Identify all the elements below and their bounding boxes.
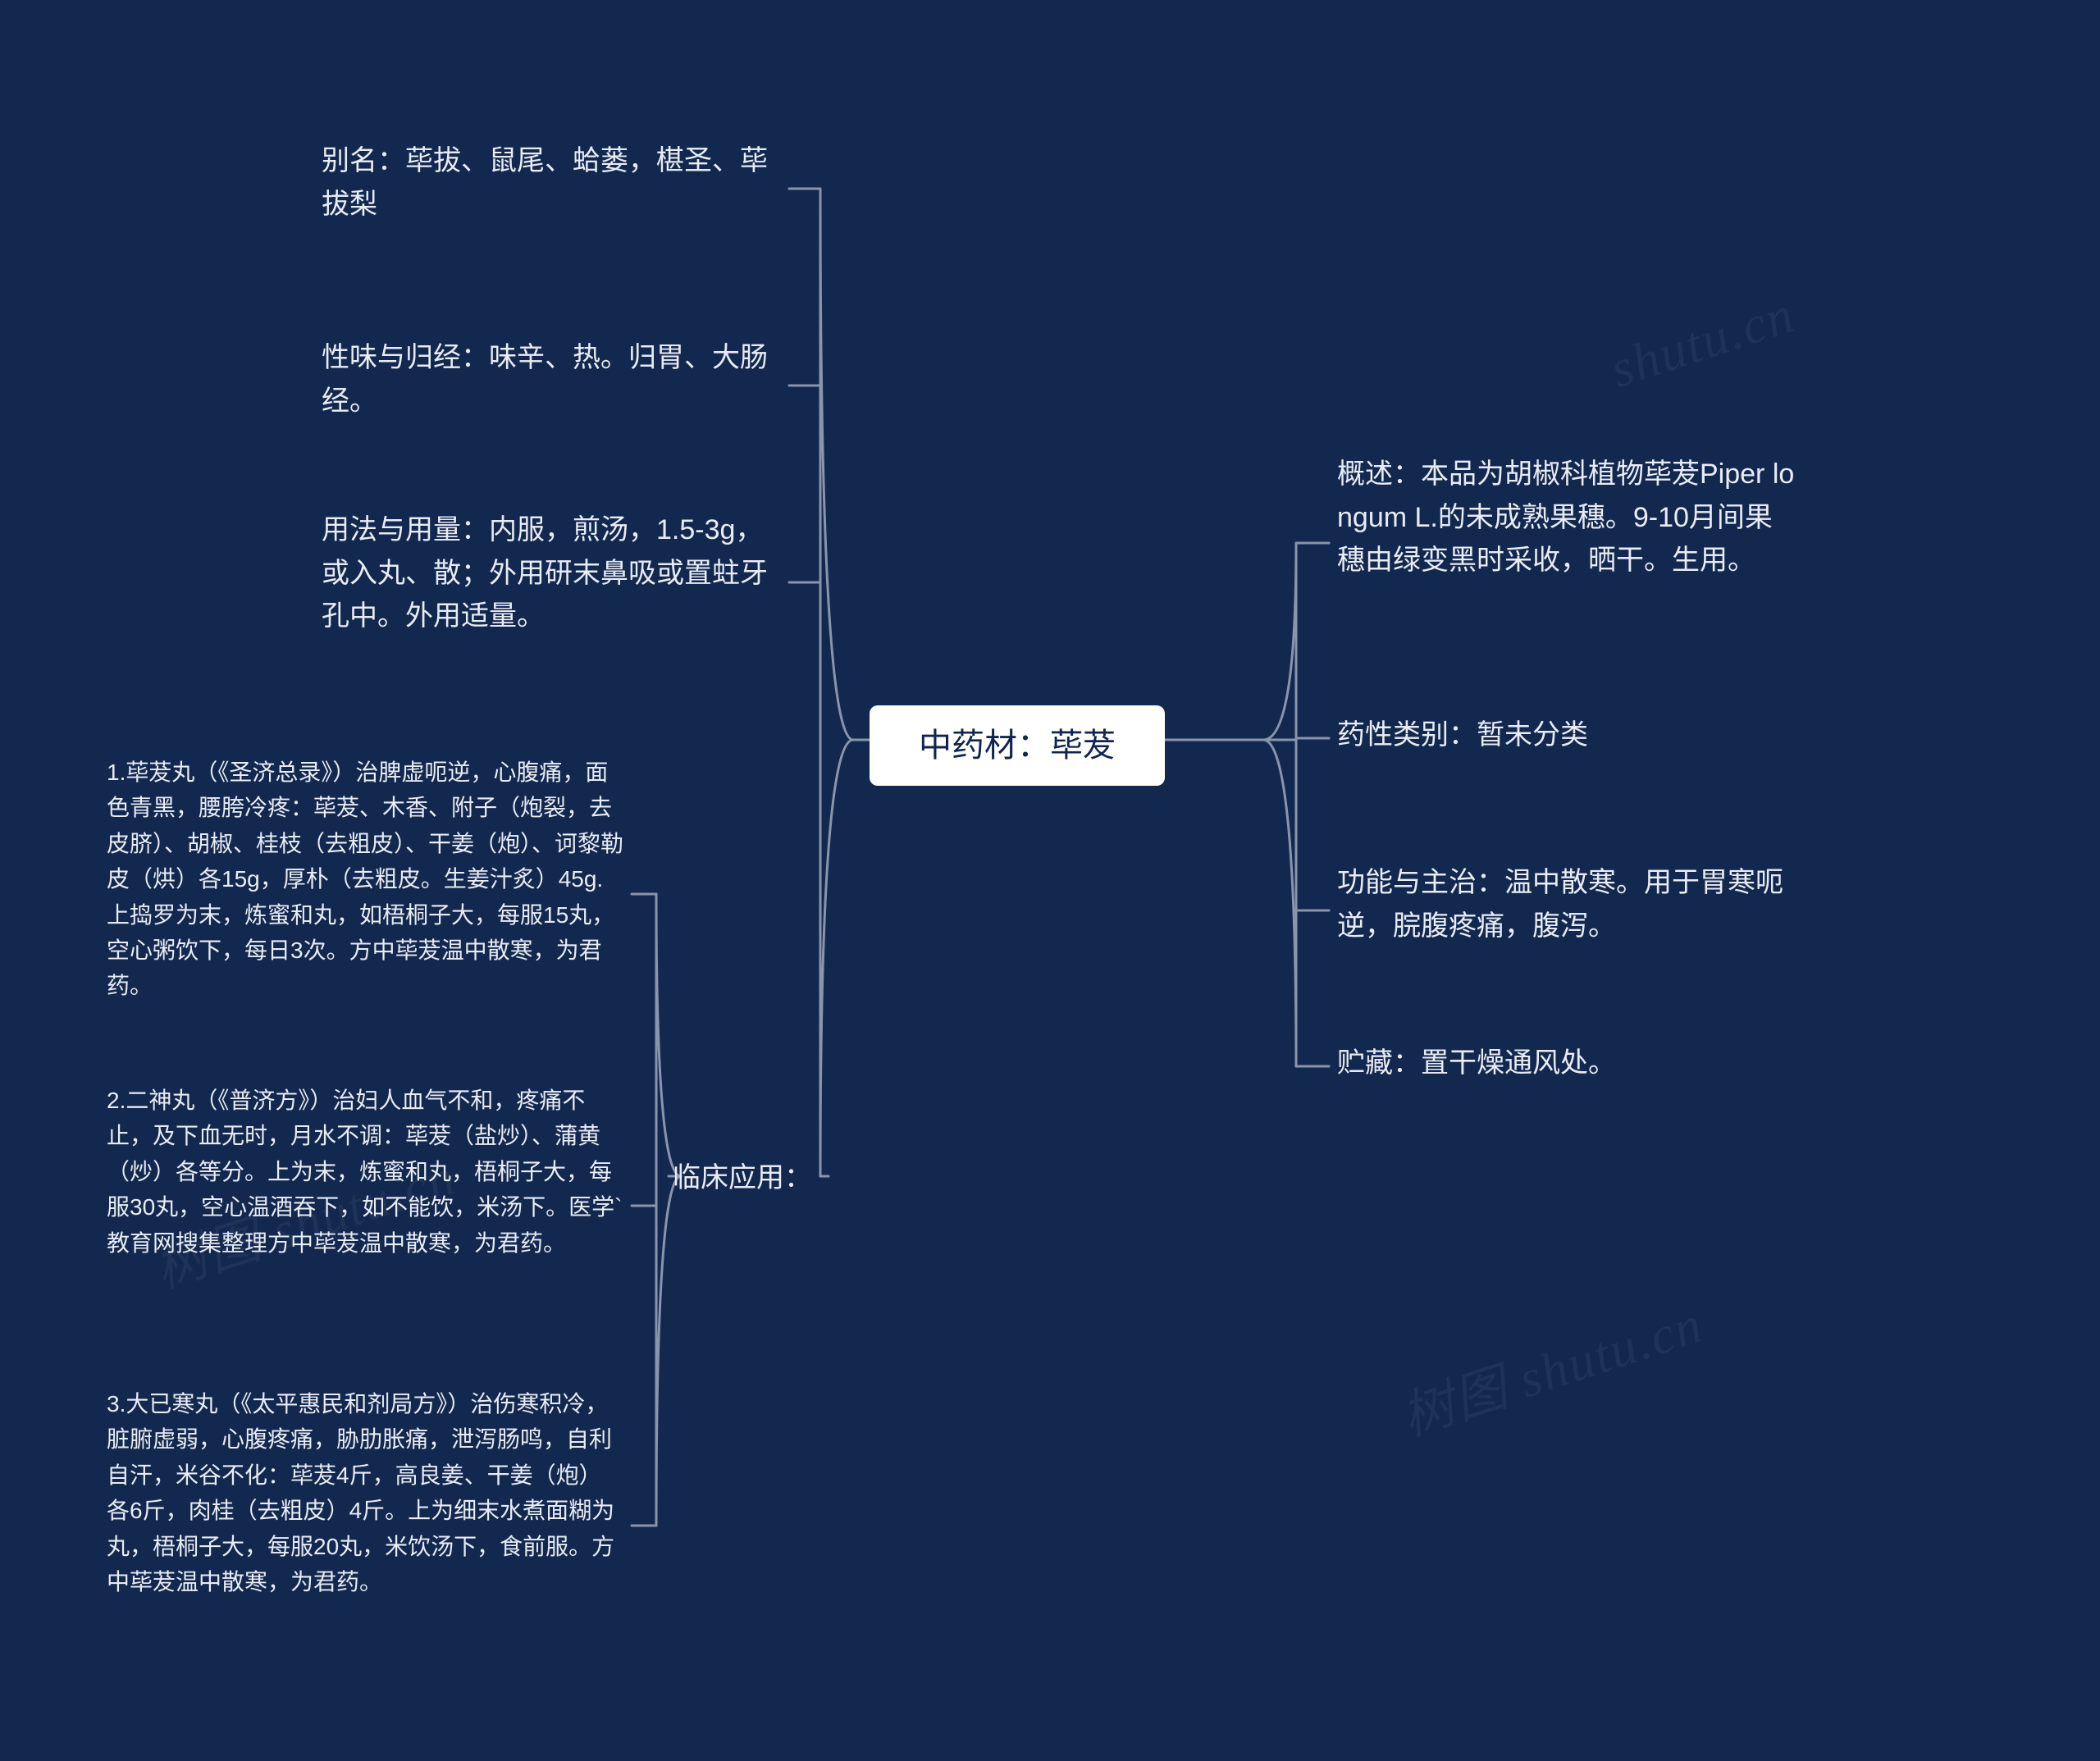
left-branch-node: 用法与用量：内服，煎汤，1.5-3g，或入丸、散；外用研末鼻吸或置蛀牙孔中。外用… xyxy=(322,509,781,656)
right-branch-node: 药性类别：暂未分类 xyxy=(1337,714,1796,763)
node-text: 概述：本品为胡椒科植物荜茇Piper longum L.的未成熟果穗。9-10月… xyxy=(1337,458,1794,576)
node-text: 性味与归经：味辛、热。归胃、大肠经。 xyxy=(322,342,768,417)
clinical-item-node: 3.大已寒丸（《太平惠民和剂局方》）治伤寒积冷，脏腑虚弱，心腹疼痛，胁肋胀痛，泄… xyxy=(107,1386,623,1665)
node-text: 用法与用量：内服，煎汤，1.5-3g，或入丸、散；外用研末鼻吸或置蛀牙孔中。外用… xyxy=(322,514,768,632)
watermark: shutu.cn xyxy=(1603,284,1802,400)
clinical-label: 临床应用： xyxy=(673,1157,837,1200)
right-branch-node: 功能与主治：温中散寒。用于胃寒呃逆，脘腹疼痛，腹泻。 xyxy=(1337,861,1796,960)
mindmap-canvas: 中药材：荜茇 概述：本品为胡椒科植物荜茇Piper longum L.的未成熟果穗… xyxy=(0,0,2100,1761)
node-text: 功能与主治：温中散寒。用于胃寒呃逆，脘腹疼痛，腹泻。 xyxy=(1337,867,1783,942)
watermark: 树图 shutu.cn xyxy=(1390,1282,1711,1450)
node-text: 贮藏：置干燥通风处。 xyxy=(1337,1047,1616,1079)
node-text: 2.二神丸（《普济方》）治妇人血气不和，疼痛不止，及下血无时，月水不调：荜茇（盐… xyxy=(107,1088,622,1256)
right-branch-node: 概述：本品为胡椒科植物荜茇Piper longum L.的未成熟果穗。9-10月… xyxy=(1337,453,1796,633)
center-node: 中药材：荜茇 xyxy=(870,705,1165,786)
node-text: 临床应用： xyxy=(673,1162,812,1193)
clinical-item-node: 2.二神丸（《普济方》）治妇人血气不和，疼痛不止，及下血无时，月水不调：荜茇（盐… xyxy=(107,1083,623,1329)
node-text: 1.荜茇丸（《圣济总录》）治脾虚呃逆，心腹痛，面色青黑，腰胯冷疼：荜茇、木香、附… xyxy=(107,760,623,998)
node-text: 别名：荜拔、鼠尾、蛤蒌，椹圣、荜拔梨 xyxy=(322,145,768,220)
node-text: 药性类别：暂未分类 xyxy=(1337,719,1588,750)
left-branch-node: 性味与归经：味辛、热。归胃、大肠经。 xyxy=(322,336,781,435)
node-text: 3.大已寒丸（《太平惠民和剂局方》）治伤寒积冷，脏腑虚弱，心腹疼痛，胁肋胀痛，泄… xyxy=(107,1391,614,1594)
right-branch-node: 贮藏：置干燥通风处。 xyxy=(1337,1042,1796,1091)
clinical-item-node: 1.荜茇丸（《圣济总录》）治脾虚呃逆，心腹痛，面色青黑，腰胯冷疼：荜茇、木香、附… xyxy=(107,755,623,1033)
node-text: 中药材：荜茇 xyxy=(919,728,1116,764)
left-branch-node: 别名：荜拔、鼠尾、蛤蒌，椹圣、荜拔梨 xyxy=(322,139,781,238)
